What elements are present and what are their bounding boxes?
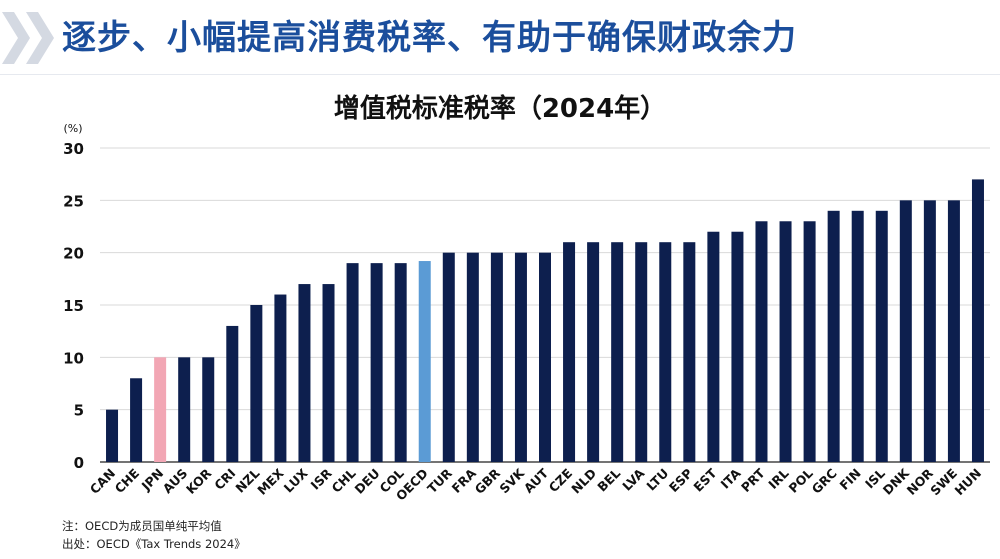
bar-jpn xyxy=(154,357,167,462)
x-tick-label: CHL xyxy=(329,465,359,495)
bar-pol xyxy=(803,221,816,462)
x-tick-label: MEX xyxy=(254,465,287,498)
footnote-oecd-average: 注：OECD为成员国单纯平均值 xyxy=(62,519,222,533)
bar-kor xyxy=(202,357,215,462)
bar-gbr xyxy=(490,252,503,462)
bar-ita xyxy=(731,231,744,462)
bar-deu xyxy=(370,263,383,462)
bar-dnk xyxy=(899,200,912,463)
bar-swe xyxy=(947,200,960,463)
y-tick-label: 25 xyxy=(63,192,84,210)
x-tick-label: POL xyxy=(785,465,815,495)
x-tick-label: SVK xyxy=(496,465,528,497)
x-tick-label: DEU xyxy=(352,466,383,497)
bar-nld xyxy=(587,242,600,462)
bar-fra xyxy=(466,252,479,462)
x-tick-label: FIN xyxy=(836,466,863,493)
bar-ltu xyxy=(659,242,672,462)
y-tick-label: 10 xyxy=(63,349,84,367)
x-tick-label: GBR xyxy=(472,465,504,497)
bar-can xyxy=(106,409,119,462)
x-tick-label: KOR xyxy=(183,465,215,497)
bar-svk xyxy=(514,252,527,462)
footnotes: 注：OECD为成员国单纯平均值 出处：OECD《Tax Trends 2024》 xyxy=(62,517,246,553)
bar-lux xyxy=(298,284,311,462)
x-tick-label: NLD xyxy=(568,466,599,497)
bar-che xyxy=(130,378,143,462)
bar-mex xyxy=(274,294,287,462)
y-axis-unit-label: (%) xyxy=(63,122,82,135)
x-tick-label: CRI xyxy=(211,466,238,493)
x-tick-label: ESP xyxy=(666,466,695,495)
bar-bel xyxy=(611,242,624,462)
y-tick-label: 0 xyxy=(74,454,84,472)
bar-cze xyxy=(563,242,576,462)
chart-title: 增值税标准税率（2024年） xyxy=(333,94,667,124)
vat-rate-bar-chart: 051015202530(%)CANCHEJPNAUSKORCRINZLMEXL… xyxy=(63,122,990,503)
bar-nzl xyxy=(250,305,263,462)
bar-col xyxy=(394,263,407,462)
bar-est xyxy=(707,231,720,462)
x-tick-label: HUN xyxy=(952,466,985,499)
bar-isr xyxy=(322,284,335,462)
bar-chl xyxy=(346,263,359,462)
x-tick-label: LUX xyxy=(281,465,311,495)
x-tick-label: FRA xyxy=(449,465,480,496)
x-tick-label: ITA xyxy=(717,465,743,491)
footnote-source: 出处：OECD《Tax Trends 2024》 xyxy=(62,537,246,551)
x-tick-label: PRT xyxy=(738,465,768,495)
x-tick-label: GRC xyxy=(809,466,840,497)
bar-grc xyxy=(827,210,840,462)
bar-cri xyxy=(226,325,239,462)
bar-hun xyxy=(971,179,984,462)
bar-tur xyxy=(442,252,455,462)
x-tick-label: LTU xyxy=(643,466,671,494)
x-tick-label: EST xyxy=(690,465,719,494)
bar-prt xyxy=(755,221,768,462)
x-tick-label: AUT xyxy=(521,465,552,496)
page-headline: 逐步、小幅提高消费税率、有助于确保财政余力 xyxy=(62,18,797,58)
x-tick-label: BEL xyxy=(594,466,623,495)
bar-oecd xyxy=(418,261,431,462)
bar-lva xyxy=(635,242,648,462)
x-tick-label: CAN xyxy=(87,466,118,497)
y-tick-label: 30 xyxy=(63,140,84,158)
bar-nor xyxy=(923,200,936,463)
x-tick-label: CHE xyxy=(112,466,143,497)
chevron-decoration-icon xyxy=(2,12,54,64)
x-tick-label: SWE xyxy=(927,466,960,499)
x-tick-label: TUR xyxy=(424,465,455,496)
y-tick-label: 15 xyxy=(63,297,84,315)
x-tick-label: AUS xyxy=(160,466,191,497)
bar-irl xyxy=(779,221,792,462)
header-divider xyxy=(0,74,1000,75)
bar-aus xyxy=(178,357,191,462)
y-tick-label: 20 xyxy=(63,245,84,263)
x-tick-label: LVA xyxy=(619,465,647,493)
bar-fin xyxy=(851,210,864,462)
bar-esp xyxy=(683,242,696,462)
bar-aut xyxy=(539,252,551,462)
x-tick-label: CZE xyxy=(546,466,576,496)
bar-isl xyxy=(875,210,888,462)
y-tick-label: 5 xyxy=(74,402,84,420)
x-tick-label: JPN xyxy=(138,466,166,494)
